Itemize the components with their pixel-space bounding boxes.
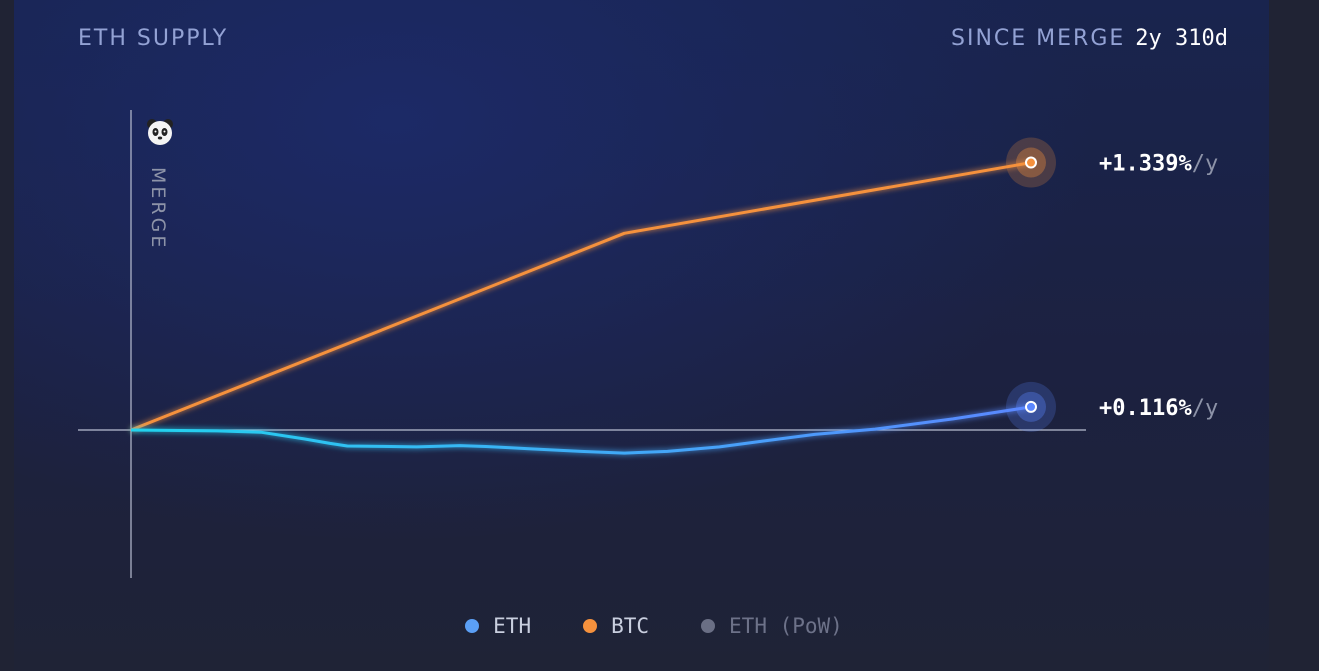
chart-title: ETH SUPPLY <box>78 26 229 51</box>
eth-rate-value: +0.116% <box>1099 396 1192 421</box>
legend-eth-label: ETH <box>493 614 532 638</box>
eth-rate-unit: /y <box>1192 396 1219 421</box>
eth-endpoint-dot[interactable] <box>1025 400 1037 413</box>
btc-rate-unit: /y <box>1192 152 1219 177</box>
legend-item-btc[interactable]: BTC <box>583 614 649 638</box>
legend-eth-dot <box>465 619 480 633</box>
eth-series-line <box>130 405 1032 455</box>
btc-series-line <box>130 161 1032 432</box>
chart-legend: ETH BTC ETH (PoW) <box>14 614 1294 638</box>
eth-rate-label: +0.116%/y <box>1099 396 1218 421</box>
btc-endpoint-dot[interactable] <box>1025 156 1037 169</box>
legend-btc-dot <box>583 619 598 633</box>
right-edge <box>1269 0 1294 671</box>
btc-rate-label: +1.339%/y <box>1099 152 1218 177</box>
since-merge-readout: SINCE MERGE 2y 310d <box>951 26 1228 51</box>
legend-eth-pow-label: ETH (PoW) <box>729 614 843 638</box>
legend-btc-label: BTC <box>611 614 650 638</box>
supply-line-chart: MERGE +1.339%/y+0.116%/y <box>78 110 1218 578</box>
panda-icon <box>147 119 173 145</box>
since-merge-label: SINCE MERGE <box>951 26 1126 51</box>
supply-chart-card: ETH SUPPLY SINCE MERGE 2y 310d ME <box>14 0 1294 671</box>
btc-rate-value: +1.339% <box>1099 152 1192 177</box>
legend-item-eth-pow[interactable]: ETH (PoW) <box>701 614 843 638</box>
merge-label: MERGE <box>147 167 169 250</box>
since-merge-value: 2y 310d <box>1135 26 1228 51</box>
legend-eth-pow-dot <box>701 619 716 633</box>
legend-item-eth[interactable]: ETH <box>465 614 531 638</box>
